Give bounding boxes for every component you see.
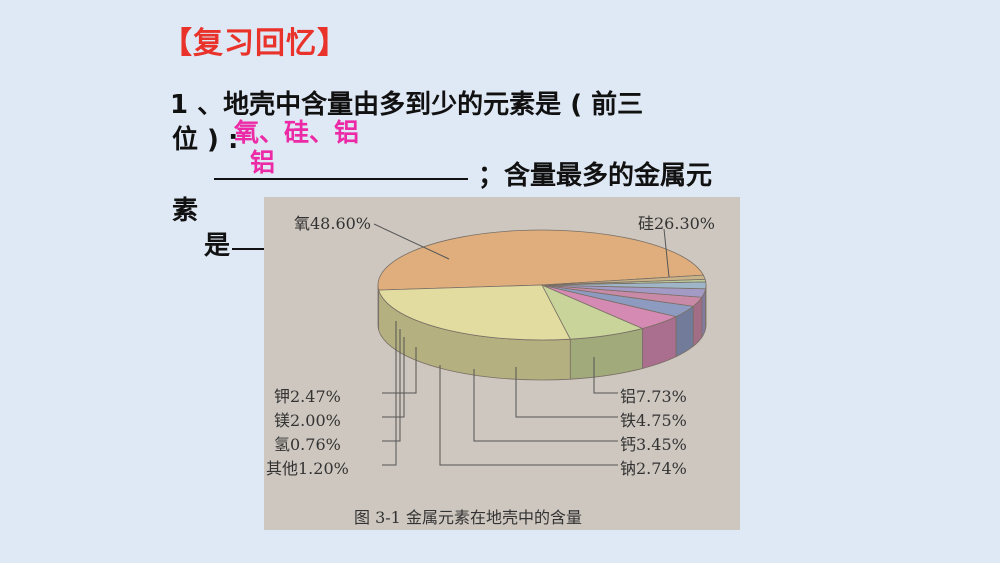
question-line-3: ；含量最多的金属元 (478, 161, 713, 191)
slice-label-氧: 氧48.60% (294, 214, 371, 233)
pie-chart-figure: 氧48.60% 硅26.30% 铝7.73% 铁4.75% 钙3.45% 钠2.74% 钾2… (264, 197, 740, 530)
leader-line-硅 (663, 228, 670, 278)
leader-line-铁 (515, 367, 618, 418)
slice-label-钠: 钠2.74% (620, 459, 687, 478)
question-line-2: 位 ) : (172, 125, 239, 155)
leader-line-钾 (382, 347, 417, 394)
slice-label-硅: 硅26.30% (638, 214, 715, 233)
answer-text-second: 铝 (250, 148, 276, 177)
section-heading: 【复习回忆】 (162, 26, 348, 61)
question-line-5: 是 (204, 231, 231, 261)
slice-label-氢: 氢0.76% (274, 435, 341, 454)
slice-label-钙: 钙3.45% (620, 435, 687, 454)
leader-line-镁 (382, 337, 405, 418)
leader-line-钙 (473, 369, 618, 442)
question-line-4: 素 (172, 196, 199, 226)
pie-slice-硅 (378, 284, 571, 341)
leader-line-铝 (593, 357, 618, 394)
figure-caption: 图 3-1 金属元素在地壳中的含量 (354, 508, 582, 527)
pie-chart: 氧48.60% 硅26.30% 铝7.73% 铁4.75% 钙3.45% 钠2.74% 钾2… (266, 214, 715, 527)
pie-slice-其他 (541, 274, 706, 286)
answer-text: 氧、硅、铝 (234, 118, 360, 147)
answer-blank-2[interactable] (232, 248, 264, 250)
slice-label-铝: 铝7.73% (620, 387, 687, 406)
slice-label-铁: 铁4.75% (620, 411, 687, 430)
leader-line-氧 (373, 223, 450, 260)
slice-label-钾: 钾2.47% (274, 387, 341, 406)
slice-label-其他: 其他1.20% (266, 459, 349, 478)
pie-slice-氧 (377, 229, 705, 291)
leader-line-其他 (382, 321, 397, 466)
answer-blank-1[interactable] (214, 178, 468, 180)
question-line-1: 1 、地壳中含量由多到少的元素是 ( 前三 (170, 90, 644, 120)
leader-line-氢 (382, 329, 401, 442)
leader-line-钠 (439, 365, 618, 466)
slice-label-镁: 镁2.00% (274, 411, 341, 430)
